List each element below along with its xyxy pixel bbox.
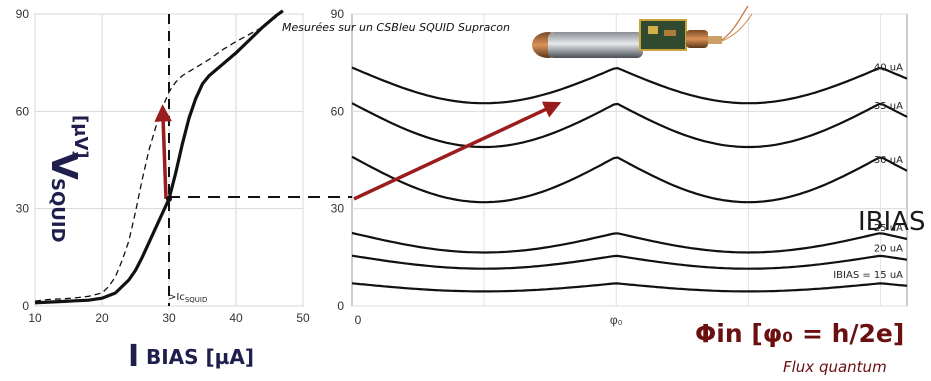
flux-curve: [351, 66, 908, 105]
flux-chart-title: Mesurées sur un CSBleu SQUID Supracon: [282, 21, 510, 34]
iv-modulation-arrow: [154, 104, 172, 199]
flux-curve: [351, 282, 908, 293]
flux-y-tick-label: 60: [331, 104, 345, 118]
flux-curve: [351, 102, 908, 149]
iv-x-tick-label: 10: [28, 311, 42, 325]
iv-y-axis-letter: V: [43, 152, 84, 180]
iv-x-axis-letter: I: [128, 339, 139, 374]
iv-x-axis-rest: BIAS [µA]: [146, 345, 254, 369]
iv-y-axis-title: V SQUID: [43, 152, 84, 243]
flux-x-tick-label: φ₀: [610, 313, 623, 327]
flux-curve: [351, 231, 908, 254]
flux-series-label: 25 uA: [874, 223, 903, 234]
flux-y-tick-label: 0: [337, 299, 344, 313]
flux-series-label: IBIAS = 15 uA: [833, 270, 903, 281]
iv-y-tick-label: 30: [16, 202, 30, 216]
iv-y-tick-label: 90: [16, 7, 30, 21]
flux-x-tick-label: 0: [355, 313, 362, 327]
flux-x-axis-caption: Flux quantum: [783, 358, 887, 376]
iv-curve-solid: [34, 9, 284, 305]
flux-chart-grid: [352, 13, 907, 307]
flux-series-label: 30 uA: [874, 155, 903, 166]
iv-y-tick-label: 0: [22, 299, 29, 313]
iv-y-axis-subscript: SQUID: [47, 178, 68, 243]
iv-y-axis-unit: [µV]: [70, 115, 91, 159]
iv-y-tick-label: 60: [16, 104, 30, 118]
iv-curve-dashed: [34, 16, 277, 302]
critical-current-label: >IcSQUID: [168, 292, 207, 304]
iv-y-axis-unit-text: [µV]: [70, 115, 91, 159]
flux-y-tick-label: 30: [331, 202, 345, 216]
flux-chart-annotations: [353, 101, 562, 201]
iv-x-tick-label: 20: [95, 311, 109, 325]
iv-x-tick-label: 40: [229, 311, 243, 325]
flux-y-tick-label: 90: [331, 7, 345, 21]
flux-series-label: 35 uA: [874, 101, 903, 112]
iv-x-tick-label: 30: [162, 311, 176, 325]
flux-curve: [351, 155, 908, 204]
flux-series-label: 20 uA: [874, 244, 903, 255]
iv-x-tick-label: 50: [296, 311, 310, 325]
ibias-annotation-text: IBIAS: [858, 207, 925, 237]
flux-series-label: 40 uA: [874, 63, 903, 74]
flux-chart-tick-labels: 0 30 60 90 0 φ₀: [331, 7, 623, 327]
flux-chart-series-labels: 40 uA 35 uA 30 uA 25 uA 20 uA IBIAS = 15 uA: [833, 63, 903, 281]
flux-curve: [351, 254, 908, 270]
flux-chart-series: [351, 66, 908, 293]
iv-chart-tick-labels: 10 20 30 40 50 0 30 60 90: [16, 7, 310, 325]
flux-modulation-arrow: [353, 101, 562, 201]
iv-chart-series: [34, 9, 284, 305]
flux-chart: 0 30 60 90 0 φ₀ 40 uA 35 uA 30 uA 25 uA 20 uA IBIA…: [282, 5, 925, 376]
squid-sensor-photo-icon: [532, 5, 753, 58]
ibias-annotation: IBIAS: [858, 207, 925, 237]
flux-x-axis-title: Φin [φ₀ = h/2e]: [695, 319, 904, 348]
